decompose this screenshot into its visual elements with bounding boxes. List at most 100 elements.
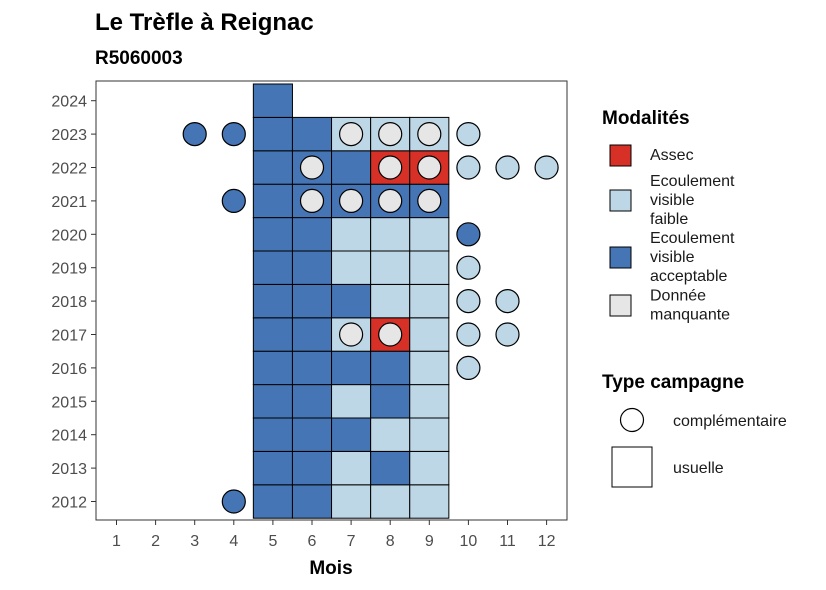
legend-key-faible <box>609 189 632 212</box>
y-tick-label: 2017 <box>51 328 87 345</box>
point-2022-9 <box>417 155 442 180</box>
legend-label-assec: Assec <box>650 147 694 164</box>
tile-2015-7 <box>331 384 372 419</box>
x-tick-label: 3 <box>190 533 199 550</box>
tile-2018-9 <box>409 283 450 319</box>
tile-2023-6 <box>291 116 333 152</box>
point-2021-4 <box>221 188 246 213</box>
legend-label-usuelle: usuelle <box>673 460 724 477</box>
legend-key-acceptable <box>609 246 632 269</box>
point-2022-8 <box>378 155 403 180</box>
tile-2018-8 <box>370 283 411 319</box>
tile-2019-9 <box>409 250 450 285</box>
tile-2015-6 <box>291 384 333 419</box>
point-2021-6 <box>299 188 325 213</box>
y-tick-label: 2023 <box>51 127 87 144</box>
legend-key-usuelle <box>611 446 653 488</box>
point-2023-7 <box>339 122 364 147</box>
point-2016-10 <box>456 355 481 380</box>
point-2022-11 <box>495 155 520 180</box>
tile-2013-5 <box>252 450 293 486</box>
x-tick-label: 11 <box>499 533 516 550</box>
point-2023-10 <box>456 122 481 147</box>
tile-2020-7 <box>331 217 372 252</box>
y-tick-label: 2015 <box>51 394 87 411</box>
legend-label-manquante: Donnée manquante <box>650 288 730 324</box>
tile-2017-5 <box>252 317 293 352</box>
y-tick-label: 2024 <box>51 94 87 111</box>
x-tick-label: 9 <box>425 533 434 550</box>
point-2023-8 <box>378 122 403 147</box>
tile-2013-6 <box>291 450 333 486</box>
y-tick-label: 2020 <box>51 227 87 244</box>
point-2023-4 <box>221 122 246 147</box>
point-2017-7 <box>339 322 364 347</box>
y-axis: 2012 2013 2014 2015 2016 2017 2018 2019 2020 2021… <box>51 94 96 512</box>
tile-2014-9 <box>409 417 450 452</box>
tile-2015-9 <box>409 384 450 419</box>
point-2018-11 <box>495 289 520 314</box>
point-2023-9 <box>417 122 442 147</box>
point-2017-11 <box>495 322 520 347</box>
tile-2019-5 <box>252 250 293 285</box>
point-2012-4 <box>221 489 246 514</box>
x-axis-title: Mois <box>309 558 352 579</box>
x-axis: 1 2 3 4 5 6 7 8 9 10 11 12 <box>112 520 556 550</box>
point-2022-12 <box>534 155 559 180</box>
point-2021-8 <box>378 188 403 213</box>
tile-2018-6 <box>291 283 333 319</box>
y-tick-label: 2022 <box>51 161 87 178</box>
tile-2014-8 <box>370 417 411 452</box>
y-tick-label: 2021 <box>51 194 87 211</box>
legend-label-faible: Ecoulement visible faible <box>650 173 735 228</box>
y-tick-label: 2012 <box>51 495 87 512</box>
y-tick-label: 2014 <box>51 428 87 445</box>
point-2020-10 <box>456 222 481 247</box>
legend-key-complementaire <box>619 407 645 433</box>
x-tick-label: 5 <box>268 533 277 550</box>
tile-2016-5 <box>252 350 293 386</box>
tile-2012-6 <box>291 484 333 519</box>
chart-title: Le Trèfle à Reignac <box>95 9 314 36</box>
legend-key-manquante <box>609 294 632 317</box>
tile-2012-9 <box>409 484 450 519</box>
tile-2013-9 <box>409 450 450 486</box>
point-2021-9 <box>417 188 442 213</box>
legend-key-assec <box>609 144 632 167</box>
point-2021-7 <box>339 188 364 213</box>
point-2019-10 <box>456 255 481 280</box>
legend-campagne-title: Type campagne <box>602 372 744 393</box>
x-tick-label: 7 <box>347 533 356 550</box>
tile-2015-8 <box>370 384 411 419</box>
point-2023-3 <box>182 122 207 147</box>
tile-2020-9 <box>409 217 450 252</box>
point-2017-8 <box>378 322 403 347</box>
y-tick-label: 2013 <box>51 461 87 478</box>
tile-2016-7 <box>331 350 372 386</box>
tile-2022-5 <box>252 150 293 185</box>
legend-modalites-title: Modalités <box>602 108 690 129</box>
tile-2019-7 <box>331 250 372 285</box>
tile-2017-6 <box>291 317 333 352</box>
tile-2020-5 <box>252 217 293 252</box>
tile-2013-7 <box>331 450 372 486</box>
x-tick-label: 6 <box>308 533 317 550</box>
point-2022-6 <box>299 155 325 180</box>
tile-2014-6 <box>291 417 333 452</box>
tile-2018-7 <box>331 283 372 319</box>
tile-2024-5 <box>252 83 293 118</box>
tile-2018-5 <box>252 283 293 319</box>
legend-label-complementaire: complémentaire <box>673 413 787 430</box>
tile-2013-8 <box>370 450 411 486</box>
tile-2012-7 <box>331 484 372 519</box>
legend-label-acceptable: Ecoulement visible acceptable <box>650 230 735 285</box>
plot-area <box>95 80 568 521</box>
tile-2023-5 <box>252 116 293 152</box>
tile-2022-7 <box>331 150 372 185</box>
tile-2020-8 <box>370 217 411 252</box>
tile-2014-5 <box>252 417 293 452</box>
y-tick-label: 2018 <box>51 294 87 311</box>
x-tick-label: 4 <box>229 533 238 550</box>
x-tick-label: 12 <box>538 533 556 550</box>
legend-modalites: Modalités Assec Ecoulement visible faibleEc… <box>602 108 735 324</box>
